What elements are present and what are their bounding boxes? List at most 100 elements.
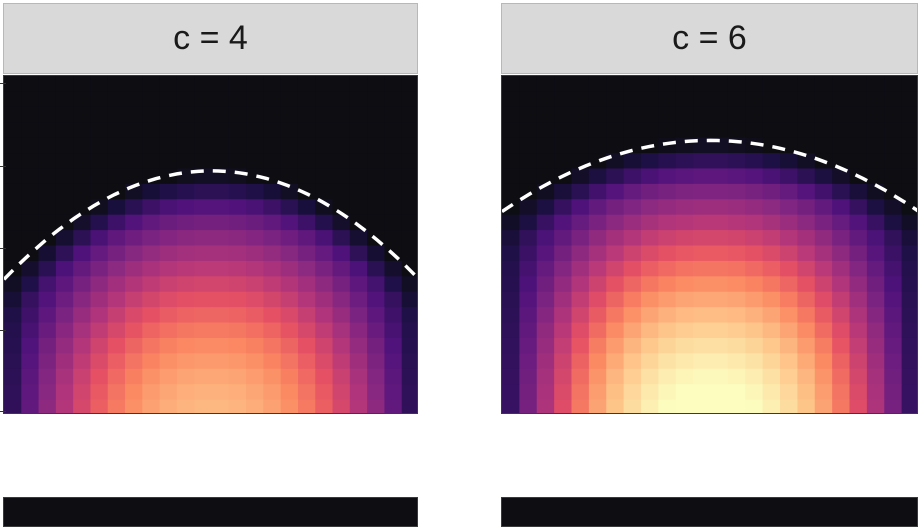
heatmap-cell [90,245,109,262]
heatmap-cell [4,384,22,401]
heatmap-cell [228,337,247,354]
heatmap-cell [55,122,74,139]
heatmap-cell [693,106,712,123]
heatmap-cell [125,168,143,185]
heatmap-cell [38,183,57,200]
heatmap-cell [194,337,213,354]
heatmap-cell [194,76,213,93]
heatmap-cell [73,337,92,354]
heatmap-cell [866,137,885,154]
heatmap-cell [866,245,885,262]
heatmap-cell [21,291,40,308]
heatmap-cell [228,122,247,139]
heatmap-cell [780,307,798,324]
heatmap-cell [554,322,573,339]
heatmap-cell [710,353,729,370]
heatmap-cell [332,260,351,277]
heatmap-cell [588,322,607,339]
heatmap-cell [107,122,126,139]
heatmap-cell [606,91,625,108]
heatmap-cell [536,106,555,123]
heatmap-cell [401,137,417,154]
heatmap-cell [536,230,555,247]
heatmap-cell [797,276,816,293]
heatmap-cell [142,245,161,262]
heatmap-cell [228,384,247,401]
heatmap-cell [675,199,694,216]
heatmap-cell [263,276,282,293]
heatmap-cell [263,76,282,93]
heatmap-cell [90,122,109,139]
heatmap-cell [55,337,74,354]
heatmap-cell [710,307,729,324]
heatmap-cell [367,76,386,93]
heatmap-cell [384,137,403,154]
heatmap-cell [710,245,729,262]
heatmap-cell [832,322,851,339]
heatmap-cell [142,230,161,247]
heatmap-cell [623,76,642,93]
heatmap-cell [194,384,213,401]
heatmap-cell [814,245,833,262]
heatmap-cell [332,337,351,354]
heatmap-cell [21,307,40,324]
heatmap-cell [73,106,92,123]
heatmap-cell [4,183,22,200]
heatmap-cell [367,399,386,413]
heatmap-cell [38,384,57,401]
heatmap-cell [21,322,40,339]
heatmap-cell [588,168,607,185]
heatmap-cell [125,230,143,247]
heatmap-cell [849,307,868,324]
heatmap-cell [745,183,764,200]
heatmap-cell [519,137,538,154]
heatmap-cell [4,399,22,413]
heatmap-cell [814,91,833,108]
heatmap-cell [211,122,230,139]
heatmap-cell [38,322,57,339]
heatmap-cell [866,168,885,185]
heatmap-cell [297,384,316,401]
heatmap-cell [38,276,57,293]
heatmap-cell [693,153,712,170]
heatmap-cell [502,353,520,370]
heatmap-cell [315,291,334,308]
heatmap-cell [571,384,590,401]
heatmap-cell [73,183,92,200]
heatmap-cell [228,91,247,108]
heatmap-cell [641,245,659,262]
heatmap-cell [194,153,213,170]
heatmap-cell [332,399,351,413]
heatmap-cell [727,214,746,231]
heatmap-cell [107,168,126,185]
heatmap-cell [90,214,109,231]
heatmap-cell [315,199,334,216]
heatmap-cell [228,137,247,154]
heatmap-cell [176,353,195,370]
heatmap-cell [211,199,230,216]
heatmap-cell [780,291,798,308]
heatmap-cell [710,122,729,139]
heatmap-cell [884,337,903,354]
heatmap-cell [554,353,573,370]
boundary-curve [502,138,917,214]
heatmap-cell [176,399,195,413]
heatmap-cell [780,384,798,401]
heatmap-cell [401,337,417,354]
heatmap-cell [502,106,520,123]
heatmap-cell [901,122,917,139]
heatmap-cell [502,214,520,231]
heatmap-cell [142,368,161,385]
heatmap-cell [814,137,833,154]
heatmap-cell [832,384,851,401]
heatmap-cell [125,153,143,170]
heatmap-cell [571,260,590,277]
heatmap-cell [332,91,351,108]
heatmap-cell [176,122,195,139]
heatmap-cell [176,322,195,339]
heatmap-cell [297,337,316,354]
heatmap-cell [780,353,798,370]
heatmap-cell [606,230,625,247]
heatmap-cell [280,106,299,123]
heatmap-cell [142,337,161,354]
